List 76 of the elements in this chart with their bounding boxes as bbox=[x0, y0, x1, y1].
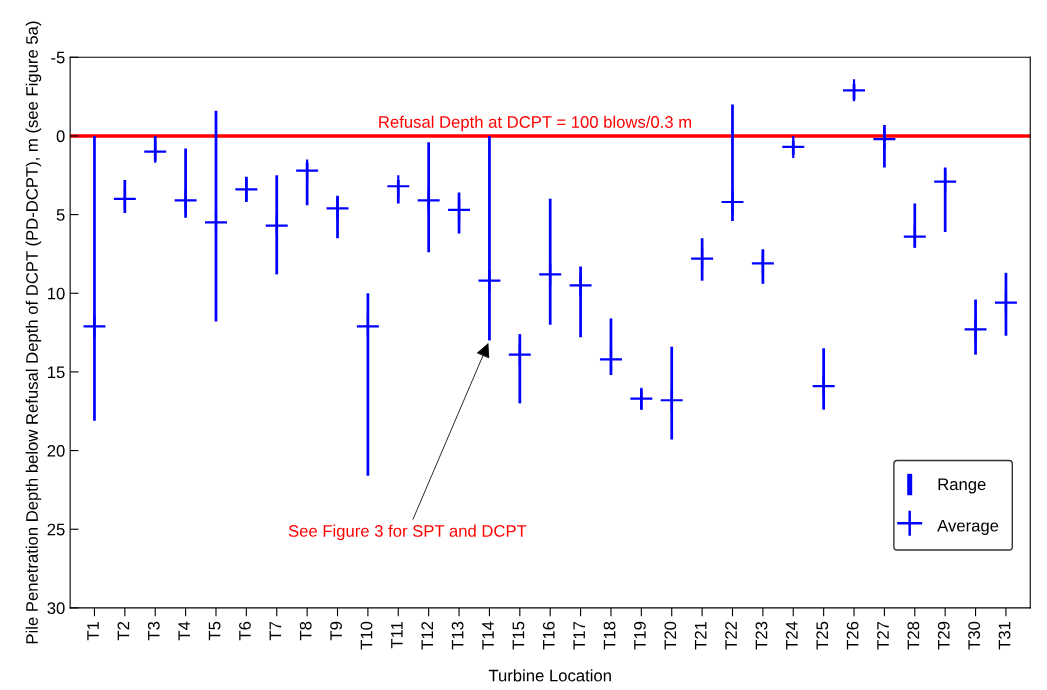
point bbox=[539, 263, 562, 286]
x-tick-label: T22 bbox=[725, 621, 737, 650]
point bbox=[448, 198, 471, 221]
x-tick-label: T20 bbox=[664, 621, 677, 650]
x-tick-label: T9 bbox=[330, 621, 342, 641]
x-tick-label: T1 bbox=[87, 621, 99, 641]
x-tick-label: T13 bbox=[451, 621, 464, 650]
point bbox=[630, 387, 653, 410]
x-tick-label: T8 bbox=[299, 621, 312, 641]
x-tick-label: T7 bbox=[269, 621, 282, 641]
y-tick-label: -5 bbox=[51, 51, 65, 64]
x-tick-label: T3 bbox=[147, 621, 160, 641]
x-tick-label: T11 bbox=[391, 621, 403, 649]
point bbox=[873, 128, 896, 151]
x-tick-label: T29 bbox=[937, 621, 950, 650]
x-tick-label: T19 bbox=[634, 621, 646, 650]
point bbox=[326, 197, 349, 220]
point bbox=[296, 159, 319, 182]
point bbox=[83, 315, 106, 338]
point bbox=[113, 187, 136, 210]
point bbox=[721, 191, 744, 213]
legend-label: Average bbox=[937, 519, 999, 535]
point bbox=[356, 315, 379, 338]
point bbox=[144, 140, 167, 163]
point bbox=[508, 343, 531, 366]
point bbox=[235, 178, 258, 201]
point bbox=[843, 79, 866, 102]
point bbox=[417, 189, 440, 212]
y-tick-label: 5 bbox=[56, 209, 65, 221]
legend-label: Range bbox=[938, 478, 986, 494]
x-tick-label: T10 bbox=[360, 621, 373, 650]
x-tick-label: T16 bbox=[542, 621, 555, 650]
x-tick-label: T25 bbox=[816, 621, 829, 650]
y-axis-title: Pile Penetration Depth below Refusal Depth of DCPT (PD-DCPT), m (see Figure 5a) bbox=[25, 21, 42, 644]
point bbox=[903, 225, 926, 248]
point bbox=[782, 135, 805, 158]
x-tick-label: T18 bbox=[603, 621, 616, 650]
x-tick-label: T5 bbox=[208, 621, 221, 641]
point bbox=[569, 274, 592, 297]
y-tick-label: 15 bbox=[48, 366, 65, 379]
x-tick-label: T12 bbox=[421, 621, 433, 650]
point bbox=[174, 189, 197, 212]
point bbox=[660, 389, 683, 412]
y-tick-label: 0 bbox=[56, 130, 65, 143]
point bbox=[751, 252, 774, 275]
point bbox=[599, 348, 622, 371]
x-tick-label: T30 bbox=[968, 621, 981, 650]
point bbox=[934, 170, 957, 193]
x-axis-title: Turbine Location bbox=[488, 669, 611, 682]
x-tick-label: T23 bbox=[755, 621, 768, 650]
point bbox=[205, 211, 227, 234]
x-tick-label: T28 bbox=[907, 621, 920, 650]
x-tick-label: T21 bbox=[694, 621, 707, 650]
point bbox=[265, 214, 288, 237]
x-tick-label: T27 bbox=[877, 621, 889, 650]
x-tick-label: T15 bbox=[512, 621, 525, 650]
x-tick-label: T17 bbox=[573, 621, 585, 650]
point bbox=[964, 318, 987, 341]
point bbox=[387, 175, 410, 198]
x-tick-label: T14 bbox=[482, 621, 494, 650]
y-tick-label: 10 bbox=[48, 287, 65, 300]
x-tick-label: T24 bbox=[785, 621, 798, 650]
annotation: Refusal Depth at DCPT = 100 blows/0.3 m bbox=[379, 115, 692, 132]
point bbox=[994, 291, 1017, 314]
point bbox=[812, 375, 835, 398]
annotation: See Figure 3 for SPT and DCPT bbox=[288, 524, 527, 541]
y-tick-label: 25 bbox=[47, 523, 65, 536]
x-tick-label: T31 bbox=[998, 621, 1011, 650]
x-tick-label: T26 bbox=[846, 621, 859, 650]
y-tick-label: 30 bbox=[47, 602, 65, 615]
y-tick-label: 20 bbox=[47, 444, 65, 457]
x-tick-label: T2 bbox=[117, 621, 130, 641]
point bbox=[691, 247, 714, 270]
point bbox=[478, 269, 501, 292]
x-tick-label: T4 bbox=[178, 621, 190, 641]
x-tick-label: T6 bbox=[239, 621, 251, 641]
